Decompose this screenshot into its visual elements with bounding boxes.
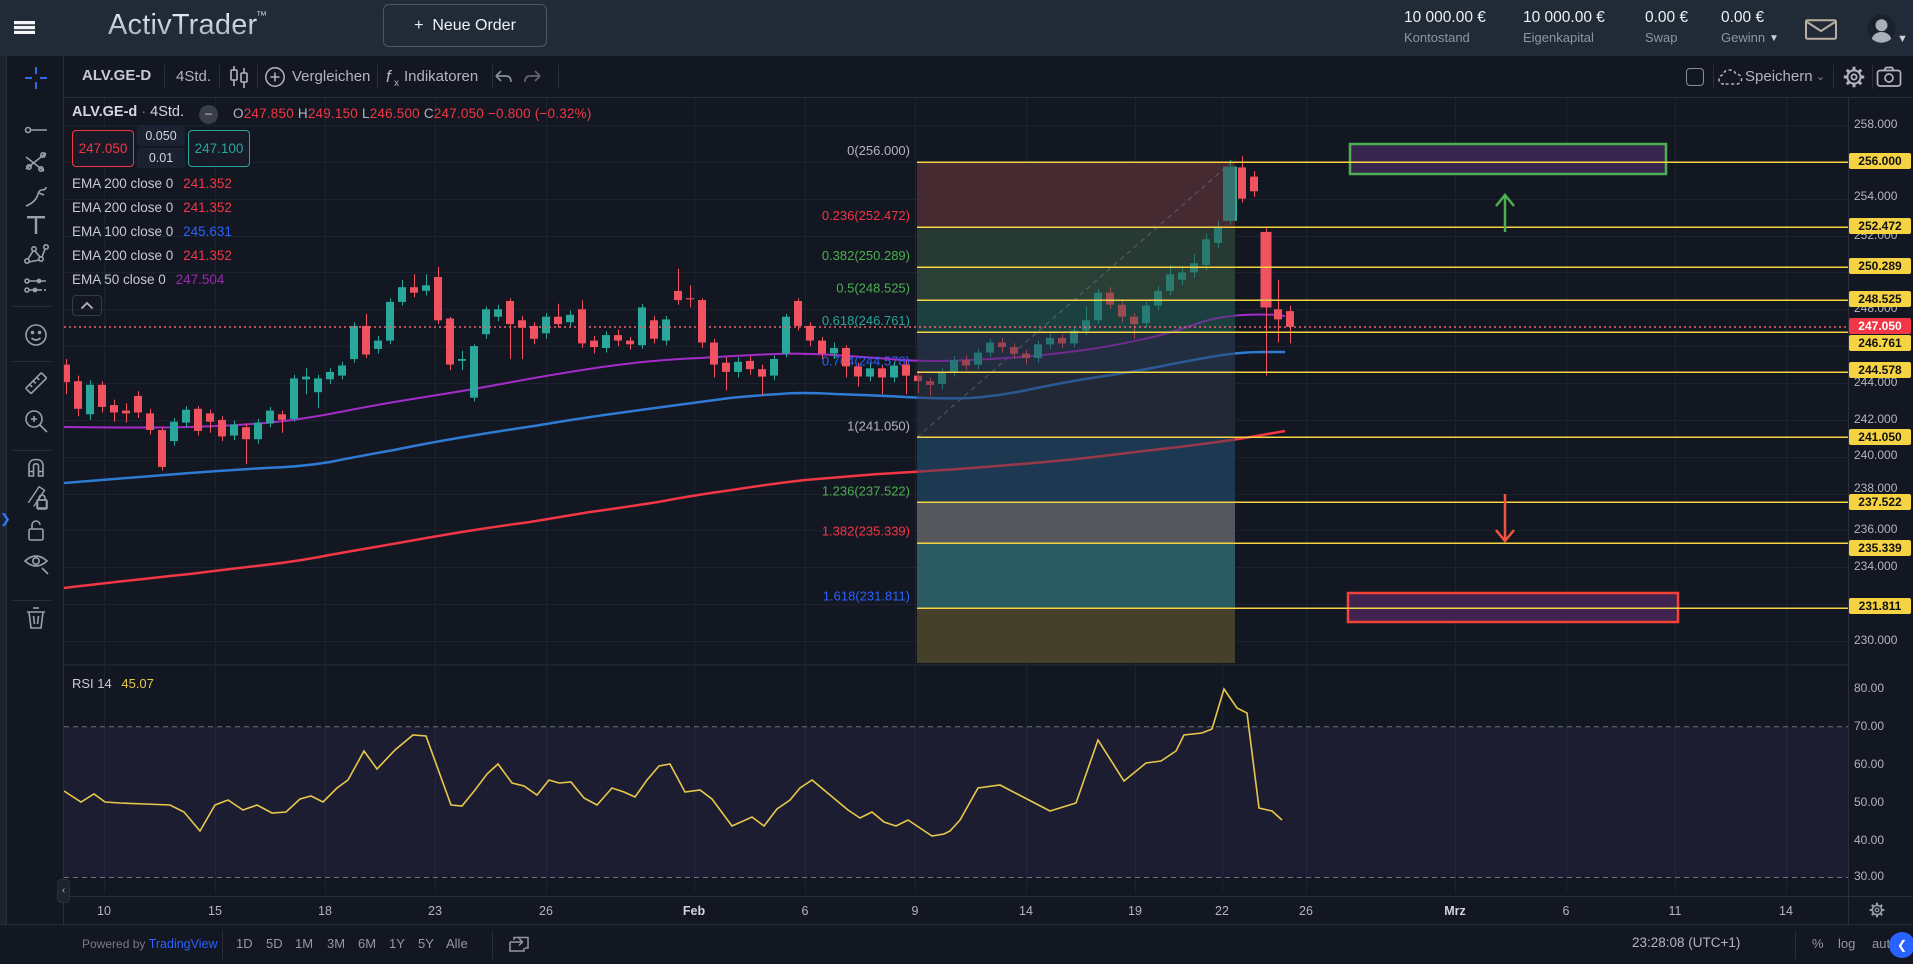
svg-text:14: 14 [1019,904,1033,918]
svg-text:1.618(231.811): 1.618(231.811) [823,589,910,604]
svg-text:0.5(248.525): 0.5(248.525) [836,281,910,296]
svg-text:6: 6 [802,904,809,918]
svg-text:x: x [394,78,399,89]
svg-text:1.236(237.522): 1.236(237.522) [822,483,910,498]
svg-text:23: 23 [428,904,442,918]
svg-text:14: 14 [1779,904,1793,918]
svg-text:11: 11 [1669,904,1682,918]
svg-text:1.382(235.339): 1.382(235.339) [822,524,910,539]
svg-text:6: 6 [1563,904,1570,918]
svg-text:0.382(250.289): 0.382(250.289) [822,248,910,263]
svg-text:10: 10 [97,904,111,918]
svg-text:26: 26 [539,904,553,918]
svg-text:0.236(252.472): 0.236(252.472) [822,208,910,223]
svg-text:f: f [386,67,393,86]
svg-text:9: 9 [912,904,919,918]
svg-text:18: 18 [318,904,332,918]
svg-text:26: 26 [1299,904,1313,918]
svg-text:Mrz: Mrz [1444,904,1466,918]
svg-text:1(241.050): 1(241.050) [847,418,910,433]
svg-text:15: 15 [208,904,222,918]
svg-text:22: 22 [1215,904,1229,918]
svg-text:0.618(246.761): 0.618(246.761) [822,313,910,328]
svg-text:19: 19 [1128,904,1142,918]
svg-text:Feb: Feb [683,904,706,918]
svg-text:0(256.000): 0(256.000) [847,143,910,158]
